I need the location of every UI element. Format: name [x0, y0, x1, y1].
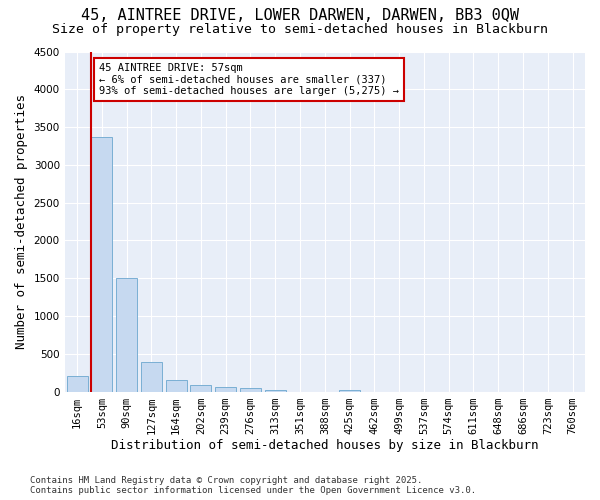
- Bar: [190, 385, 211, 392]
- Bar: [240, 388, 261, 392]
- Bar: [339, 390, 360, 392]
- Text: 45 AINTREE DRIVE: 57sqm
← 6% of semi-detached houses are smaller (337)
93% of se: 45 AINTREE DRIVE: 57sqm ← 6% of semi-det…: [99, 63, 399, 96]
- Bar: [166, 380, 187, 392]
- Text: Contains HM Land Registry data © Crown copyright and database right 2025.
Contai: Contains HM Land Registry data © Crown c…: [30, 476, 476, 495]
- Text: 45, AINTREE DRIVE, LOWER DARWEN, DARWEN, BB3 0QW: 45, AINTREE DRIVE, LOWER DARWEN, DARWEN,…: [81, 8, 519, 22]
- Bar: [265, 390, 286, 392]
- Bar: [215, 387, 236, 392]
- Bar: [91, 137, 112, 392]
- Y-axis label: Number of semi-detached properties: Number of semi-detached properties: [15, 94, 28, 349]
- Text: Size of property relative to semi-detached houses in Blackburn: Size of property relative to semi-detach…: [52, 22, 548, 36]
- Bar: [67, 376, 88, 392]
- Bar: [116, 278, 137, 392]
- X-axis label: Distribution of semi-detached houses by size in Blackburn: Distribution of semi-detached houses by …: [111, 440, 539, 452]
- Bar: [141, 362, 162, 392]
